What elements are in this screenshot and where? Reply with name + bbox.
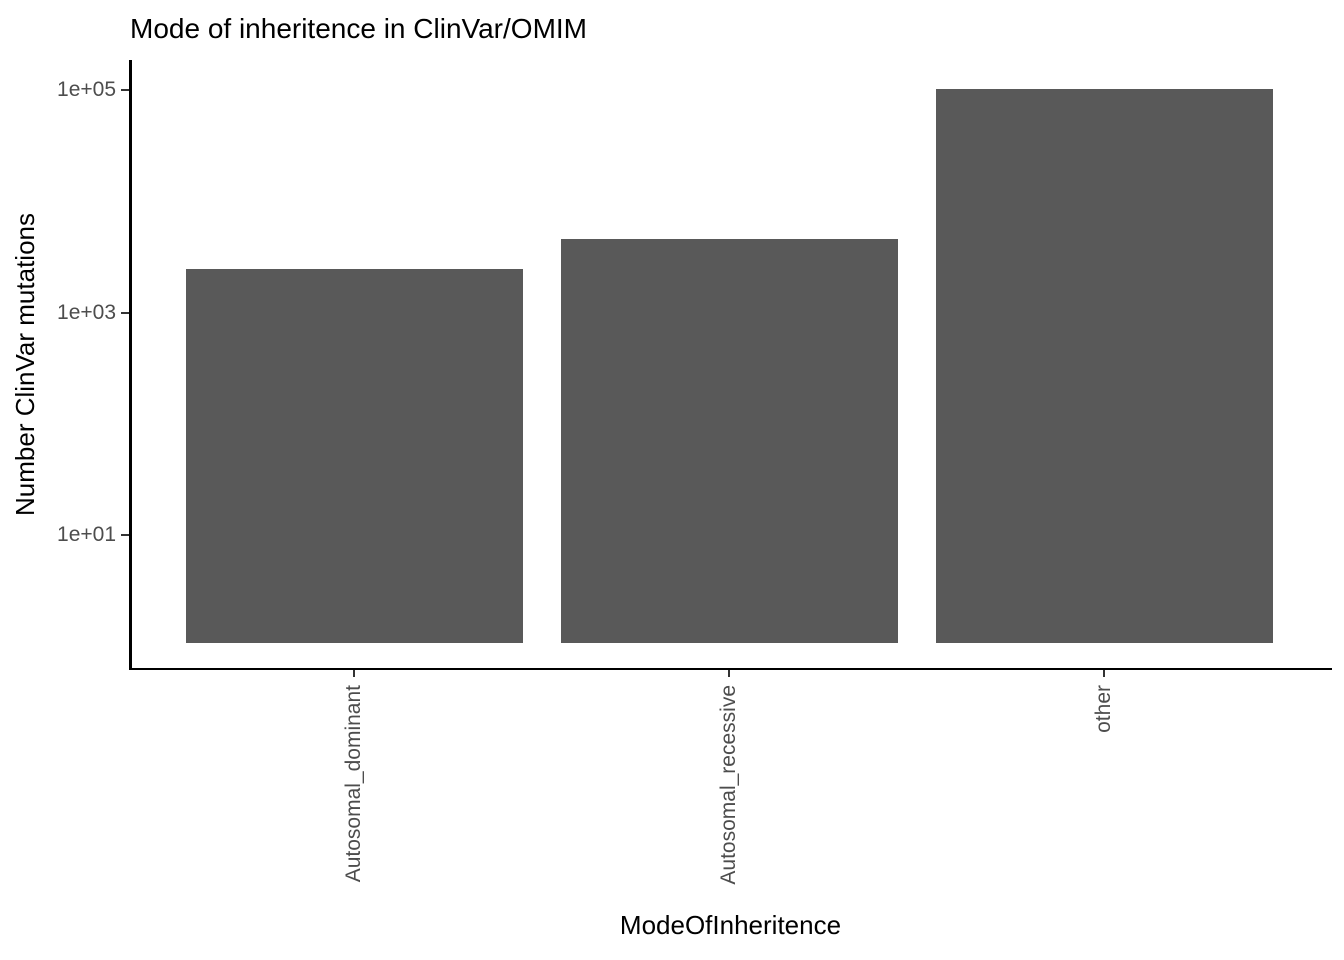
bar: [185, 268, 523, 643]
chart-title: Mode of inheritence in ClinVar/OMIM: [130, 13, 587, 44]
x-tick-label-wrap: Autosomal_dominant: [294, 685, 414, 882]
x-tick-mark: [728, 669, 730, 677]
bar: [935, 89, 1273, 643]
x-tick-label: other: [1092, 685, 1115, 733]
x-tick-label: Autosomal_recessive: [717, 685, 740, 885]
x-tick-mark: [1103, 669, 1105, 677]
x-axis-line: [129, 667, 1332, 670]
bar: [560, 238, 898, 643]
y-tick-mark: [121, 311, 129, 314]
x-tick-label-wrap: other: [1044, 685, 1164, 733]
y-tick-label: 1e+03: [57, 300, 116, 324]
y-axis-title-wrap: Number ClinVar mutations: [6, 60, 44, 669]
x-axis-title: ModeOfInheritence: [619, 910, 842, 940]
y-tick-label: 1e+01: [57, 523, 116, 546]
y-axis-line: [129, 60, 132, 670]
x-tick-label-wrap: Autosomal_recessive: [669, 685, 789, 885]
y-axis-title: Number ClinVar mutations: [9, 213, 40, 516]
y-tick-label: 1e+05: [57, 78, 116, 101]
y-tick-mark: [121, 534, 129, 536]
x-tick-label: Autosomal_dominant: [342, 685, 365, 883]
x-tick-mark: [353, 669, 355, 677]
y-tick-mark: [121, 89, 129, 91]
